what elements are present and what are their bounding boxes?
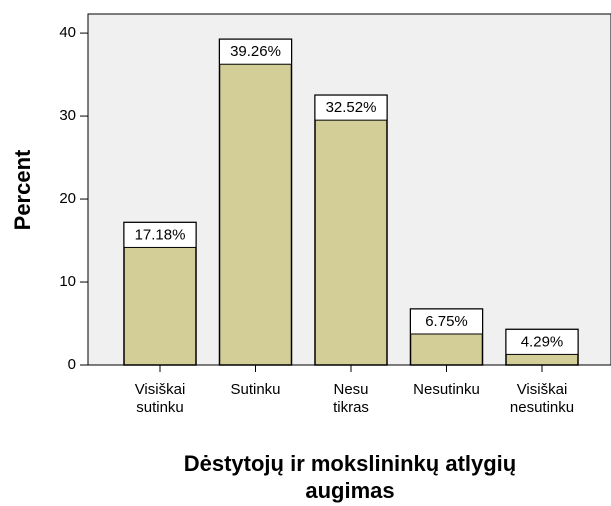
- y-tick-label: 10: [59, 273, 76, 290]
- value-label-box: [505, 328, 579, 355]
- y-tick-label: 40: [59, 24, 76, 41]
- x-tick-label: sutinku: [136, 399, 184, 416]
- x-tick-label: Sutinku: [230, 381, 280, 398]
- x-axis-label: Dėstytojų ir mokslininkų atlygių: [184, 451, 517, 476]
- value-label: 17.18%: [135, 226, 186, 243]
- x-tick-label: Nesu: [333, 381, 368, 398]
- value-label: 6.75%: [425, 313, 468, 330]
- value-label: 4.29%: [521, 333, 564, 350]
- y-tick-label: 30: [59, 107, 76, 124]
- y-tick-label: 0: [68, 356, 76, 373]
- bar: [314, 94, 388, 366]
- y-tick-label: 20: [59, 190, 76, 207]
- x-tick-label: Visiškai: [517, 381, 568, 398]
- value-label-box: [314, 94, 388, 121]
- y-axis-label: Percent: [10, 149, 35, 230]
- value-label-box: [410, 308, 483, 335]
- x-axis-label: augimas: [305, 478, 394, 503]
- bar: [218, 38, 293, 366]
- x-tick-label: nesutinku: [510, 399, 574, 416]
- x-tick-label: tikras: [333, 399, 369, 416]
- value-label-box: [123, 221, 197, 248]
- x-tick-label: Nesutinku: [413, 381, 480, 398]
- x-tick-label: Visiškai: [135, 381, 186, 398]
- value-label-box: [219, 38, 292, 65]
- value-label: 32.52%: [326, 99, 377, 116]
- value-label: 39.26%: [230, 43, 281, 60]
